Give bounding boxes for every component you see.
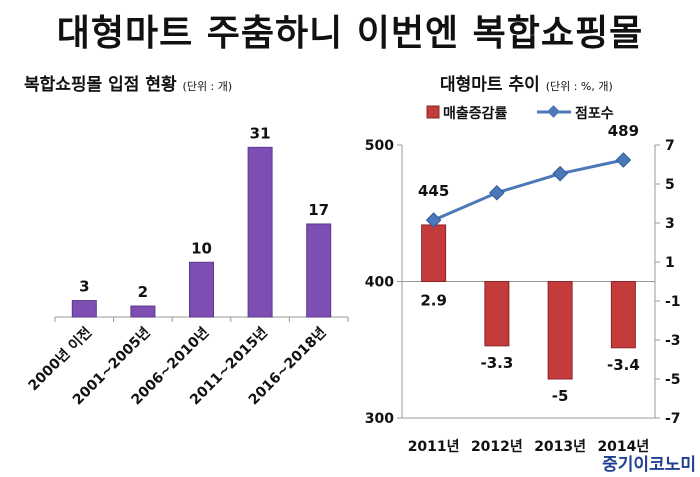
left-chart-unit: (단위 : 개) <box>182 80 233 93</box>
bar <box>547 281 573 380</box>
left-axis-tick-label: 300 <box>365 411 394 427</box>
bar <box>247 146 273 318</box>
page-title: 대형마트 주춤하니 이번엔 복합쇼핑몰 <box>56 13 644 54</box>
right-axis-tick-label: 1 <box>665 255 675 271</box>
line-point <box>615 152 632 168</box>
bar <box>421 224 447 282</box>
right-axis-tick-label: 3 <box>665 216 675 232</box>
right-axis-tick-label: 7 <box>665 138 675 154</box>
legend-bar-label: 매출증감률 <box>443 105 508 122</box>
line-value-label: 489 <box>608 122 639 140</box>
bar-value-label: -3.3 <box>480 354 513 372</box>
x-tick-label: 2012년 <box>471 439 523 455</box>
bar-value-label: 2 <box>138 283 148 301</box>
bar-value-label: 17 <box>308 201 329 219</box>
series-line <box>433 158 624 222</box>
source-logo: 중기이코노미 <box>602 455 696 475</box>
right-axis-tick-label: 5 <box>665 177 675 193</box>
left-axis-tick-label: 400 <box>365 275 394 291</box>
right-axis-tick-label: -7 <box>665 411 681 427</box>
line-point <box>489 184 505 201</box>
left-chart-title-text: 복합쇼핑몰 입점 현황 <box>24 75 177 95</box>
x-tick-label: 2011년 <box>408 439 460 455</box>
bar-value-label: 3 <box>79 278 89 296</box>
line-point <box>552 165 568 182</box>
bar-value-label: -5 <box>552 387 569 405</box>
line-point <box>425 212 442 228</box>
x-tick-label: 2013년 <box>534 439 586 455</box>
bar-value-label: 10 <box>191 239 212 257</box>
right-axis-tick-label: -3 <box>665 333 681 349</box>
line-value-label: 445 <box>418 182 449 200</box>
legend-bar-swatch <box>426 105 440 119</box>
right-chart-unit: (단위 : %, 개) <box>545 80 613 93</box>
bar <box>130 305 156 318</box>
bar <box>610 281 636 349</box>
left-chart-title: 복합쇼핑몰 입점 현황 (단위 : 개) <box>24 70 232 95</box>
bar <box>484 281 510 347</box>
bar <box>189 261 214 318</box>
bar-value-label: 31 <box>250 124 271 142</box>
x-tick-label: 2014년 <box>597 439 649 455</box>
right-axis-tick-label: -5 <box>665 372 681 388</box>
right-axis-tick-label: -1 <box>665 294 681 310</box>
right-chart-title: 대형마트 추이 (단위 : %, 개) <box>440 70 613 95</box>
bar <box>71 300 97 318</box>
bar <box>306 223 332 318</box>
bar-value-label: 2.9 <box>420 292 447 310</box>
bar-value-label: -3.4 <box>607 356 640 374</box>
legend-line-marker <box>547 105 560 118</box>
left-axis-tick-label: 500 <box>365 138 394 154</box>
right-chart-title-text: 대형마트 추이 <box>440 75 540 95</box>
legend-line-label: 점포수 <box>575 105 614 122</box>
